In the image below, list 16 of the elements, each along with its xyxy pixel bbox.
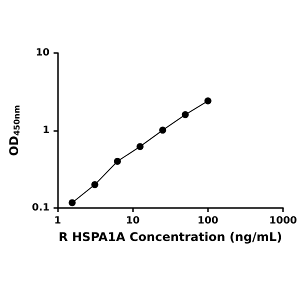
point	[182, 111, 189, 118]
point	[204, 97, 212, 104]
point	[68, 199, 76, 206]
y-tick-label: 0.1	[32, 202, 50, 214]
y-tick-label: 10	[36, 48, 50, 58]
x-tick-label: 1000	[269, 216, 298, 226]
y-tick-label: 1	[42, 125, 50, 136]
point	[114, 158, 121, 165]
x-tick-label: 100	[197, 216, 218, 226]
point	[159, 126, 166, 134]
x-tick-label: 10	[126, 216, 140, 226]
y-axis-title: OD450nm	[7, 105, 22, 156]
point	[91, 181, 98, 188]
point	[136, 143, 144, 150]
x-tick-label: 1	[54, 216, 62, 226]
x-axis-title: R HSPA1A Concentration (ng/mL)	[58, 230, 282, 244]
